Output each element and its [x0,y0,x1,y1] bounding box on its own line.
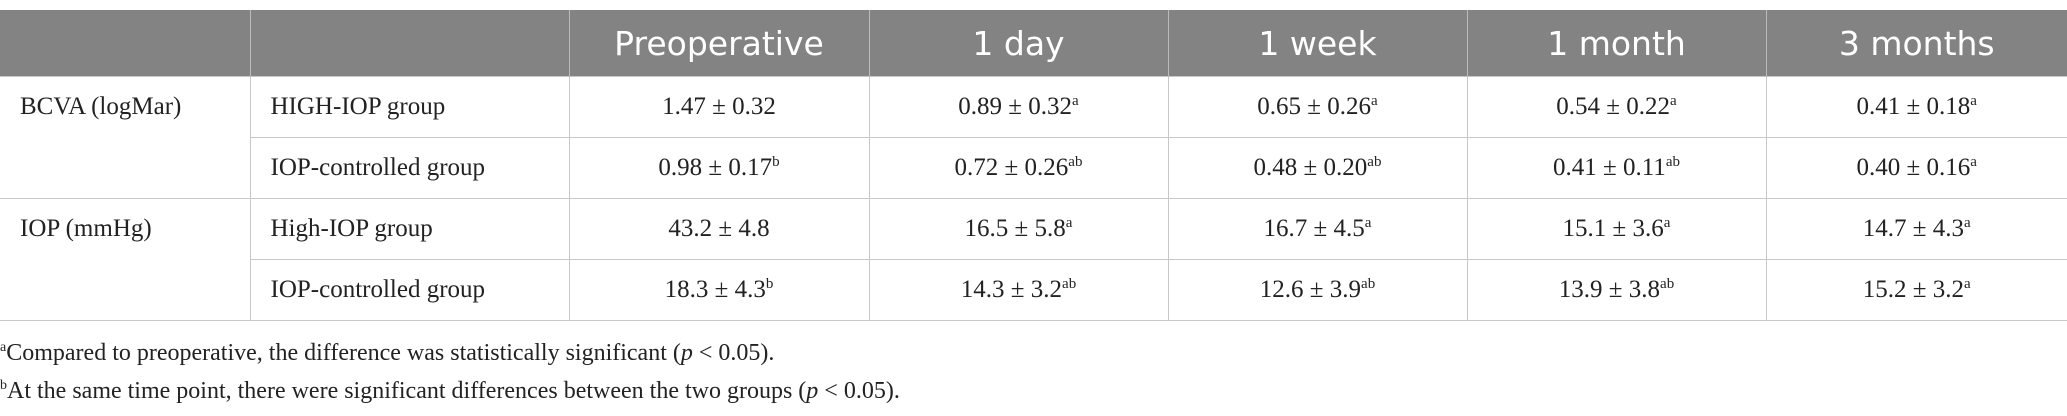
cell-value: 0.54 ± 0.22 [1556,93,1671,120]
cell-value: 0.72 ± 0.26 [954,154,1069,181]
cell-value: 0.41 ± 0.11 [1553,154,1666,181]
table-row: BCVA (logMar) HIGH-IOP group 1.47 ± 0.32 0.… [0,76,2067,199]
cell-value: 16.7 ± 4.5 [1263,215,1365,242]
cell-superscript: a [1964,215,1971,231]
group-label: IOP (mmHg) [0,198,251,321]
footnote: aCompared to preoperative, the differenc… [0,340,774,367]
cell-value: 43.2 ± 4.8 [668,215,770,242]
footnote-text: p [806,378,819,404]
table-row: IOP-controlled group 18.3 ± 4.3b 14.3 ± 3.… [0,259,2067,321]
row-label: IOP-controlled group [249,137,570,199]
footnote: bAt the same time point, there were sign… [0,378,900,405]
cell-value: 13.9 ± 3.8 [1558,276,1661,303]
table-cell: 0.54 ± 0.22a [1466,76,1767,138]
header-row: Preoperative 1 day 1 week 1 month 3 months [0,10,2067,77]
cell-value: 14.3 ± 3.2 [960,276,1063,303]
cell-value: 0.98 ± 0.17 [658,154,773,181]
cell-value: 0.40 ± 0.16 [1856,154,1971,181]
column-header: 1 week [1167,10,1467,77]
results-table: Preoperative 1 day 1 week 1 month 3 months B… [0,10,2067,321]
row-label: High-IOP group [249,198,570,260]
cell-value: 0.41 ± 0.18 [1856,93,1971,120]
cell-superscript: a [1072,93,1079,109]
cell-value: 15.2 ± 3.2 [1862,276,1965,303]
table-cell: 0.65 ± 0.26a [1167,76,1468,138]
cell-value: 16.5 ± 5.8 [964,215,1066,242]
footnote-text: < 0.05). [818,378,900,404]
cell-superscript: a [1670,93,1677,109]
cell-superscript: ab [1665,154,1680,170]
cell-superscript: ab [1367,154,1382,170]
table-row: IOP (mmHg) High-IOP group 43.2 ± 4.8 16.5 ±… [0,198,2067,321]
cell-value: 12.6 ± 3.9 [1259,276,1362,303]
table-cell: 13.9 ± 3.8ab [1466,259,1767,321]
cell-superscript: ab [1361,276,1376,292]
table-cell: 0.48 ± 0.20ab [1167,137,1468,199]
footnote-text: p [680,340,693,366]
footnote-text: < 0.05). [692,340,775,366]
table-cell: 16.7 ± 4.5a [1167,198,1468,260]
cell-superscript: a [1663,215,1671,231]
table-cell: 15.2 ± 3.2a [1765,259,2067,321]
cell-value: 14.7 ± 4.3 [1862,215,1965,242]
table-cell: 14.7 ± 4.3a [1765,198,2067,260]
table-cell: 0.41 ± 0.18a [1765,76,2067,138]
row-label: HIGH-IOP group [249,76,570,138]
footnote-text: Compared to preoperative, the difference… [6,340,681,366]
table-cell: 12.6 ± 3.9ab [1167,259,1468,321]
table-cell: 0.41 ± 0.11ab [1466,137,1767,199]
table-row: IOP-controlled group 0.98 ± 0.17b 0.72 ± 0… [0,137,2067,199]
cell-superscript: a [1364,215,1372,231]
table-cell: 0.40 ± 0.16a [1765,137,2067,199]
column-header: Preoperative [568,10,869,77]
table-cell: 0.72 ± 0.26ab [868,137,1169,199]
table-body: BCVA (logMar) HIGH-IOP group 1.47 ± 0.32 0.… [0,76,2067,321]
cell-value: 1.47 ± 0.32 [662,93,776,120]
table-cell: 15.1 ± 3.6a [1466,198,1767,260]
table-cell: 16.5 ± 5.8a [868,198,1169,260]
footnote-mark: b [0,378,7,393]
table-cell: 0.89 ± 0.32a [868,76,1169,138]
cell-superscript: a [1970,154,1977,170]
cell-value: 0.65 ± 0.26 [1257,93,1372,120]
header-blank [0,10,250,77]
column-header: 1 day [868,10,1168,77]
table-cell: 18.3 ± 4.3b [568,259,870,321]
footnote-text: At the same time point, there were signi… [7,378,807,404]
cell-superscript: a [1371,93,1378,109]
column-header: 3 months [1765,10,2067,77]
cell-superscript: a [1964,276,1971,292]
table-cell: 14.3 ± 3.2ab [868,259,1169,321]
cell-superscript: b [765,276,774,292]
cell-superscript: ab [1660,276,1675,292]
footnote-mark: a [0,340,7,355]
cell-superscript: a [1970,93,1977,109]
header-blank [249,10,569,77]
cell-value: 0.48 ± 0.20 [1253,154,1368,181]
cell-superscript: ab [1068,154,1083,170]
cell-value: 0.89 ± 0.32 [958,93,1073,120]
table-cell: 0.98 ± 0.17b [568,137,870,199]
cell-superscript: ab [1062,276,1077,292]
cell-superscript: a [1065,215,1073,231]
row-label: IOP-controlled group [249,259,570,321]
cell-superscript: b [772,154,780,170]
column-header: 1 month [1466,10,1766,77]
table-cell: 1.47 ± 0.32 [568,76,870,138]
cell-value: 18.3 ± 4.3 [664,276,766,303]
group-label: BCVA (logMar) [0,76,251,199]
cell-value: 15.1 ± 3.6 [1562,215,1664,242]
table-cell: 43.2 ± 4.8 [568,198,870,260]
